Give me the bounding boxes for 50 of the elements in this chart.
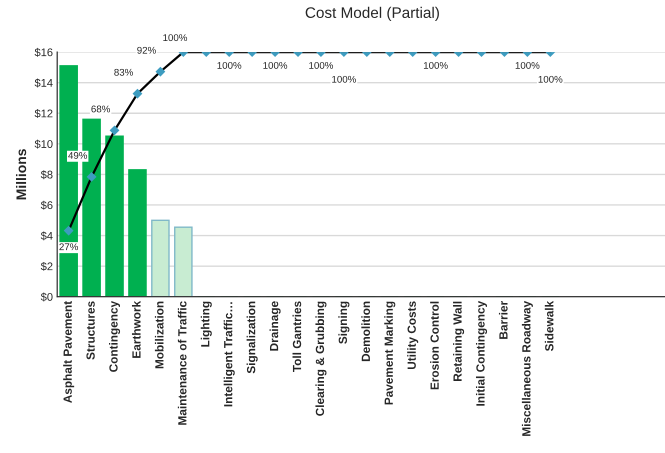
- x-tick-label: Contingency: [109, 300, 120, 372]
- x-tick-label: Maintenance of Traffic: [178, 301, 187, 425]
- y-tick-label: $16: [34, 48, 53, 57]
- bar: [174, 226, 193, 297]
- y-tick-label: $2: [40, 262, 52, 271]
- x-tick-label: Structures: [86, 301, 95, 360]
- x-tick-label: Asphalt Pavement: [63, 301, 74, 403]
- x-tick-label: Utility Costs: [407, 301, 418, 370]
- data-label: 100%: [263, 62, 288, 69]
- data-label: 83%: [114, 68, 133, 76]
- x-tick-label: Earthwork: [132, 300, 141, 358]
- x-tick-label: Retaining Wall: [453, 302, 464, 381]
- y-axis-title: Millions: [16, 149, 26, 200]
- y-tick-label: $10: [34, 140, 53, 149]
- x-tick-label: Initial Contingency: [476, 300, 488, 406]
- x-tick-label: Barrier: [498, 301, 508, 339]
- bar: [151, 220, 170, 297]
- data-label: 100%: [163, 34, 188, 42]
- data-label: 100%: [516, 62, 540, 69]
- y-tick-label: $14: [34, 78, 53, 88]
- x-tick-label: Drainage: [270, 301, 281, 351]
- data-label: 100%: [332, 76, 356, 83]
- y-tick-label: $12: [34, 109, 52, 118]
- x-tick-label: Mobilization: [154, 302, 164, 368]
- data-label: 49%: [68, 152, 88, 159]
- x-tick-label: Signing: [338, 302, 350, 344]
- x-tick-label: Pavement Marking: [384, 302, 396, 404]
- x-tick-label: Miscellaneous Roadway: [522, 300, 533, 436]
- chart-title: Cost Model (Partial): [306, 6, 439, 22]
- x-tick-label: Toll Gantries: [292, 301, 302, 372]
- data-label: 100%: [309, 62, 334, 69]
- data-label: 27%: [59, 243, 78, 250]
- data-label: 92%: [137, 46, 156, 54]
- x-tick-label: Signalization: [246, 302, 258, 374]
- x-tick-label: Lighting: [200, 302, 212, 347]
- x-tick-label: Clearing & Grubbing: [315, 302, 326, 416]
- y-tick-label: $6: [40, 200, 53, 210]
- x-tick-label: Demolition: [361, 302, 370, 362]
- x-tick-label: Sidewalk: [544, 300, 554, 352]
- data-label: 100%: [424, 62, 448, 69]
- y-tick-label: $8: [40, 170, 53, 180]
- x-tick-label: Erosion Control: [430, 302, 439, 390]
- y-tick-label: $4: [40, 231, 53, 240]
- data-label: 100%: [218, 62, 242, 69]
- data-label: 100%: [538, 76, 562, 83]
- x-tick-label: Intelligent Traffic…: [224, 302, 235, 406]
- bar: [105, 135, 124, 297]
- data-label: 68%: [91, 106, 110, 112]
- y-tick-label: $0: [40, 292, 53, 302]
- bar: [128, 169, 147, 297]
